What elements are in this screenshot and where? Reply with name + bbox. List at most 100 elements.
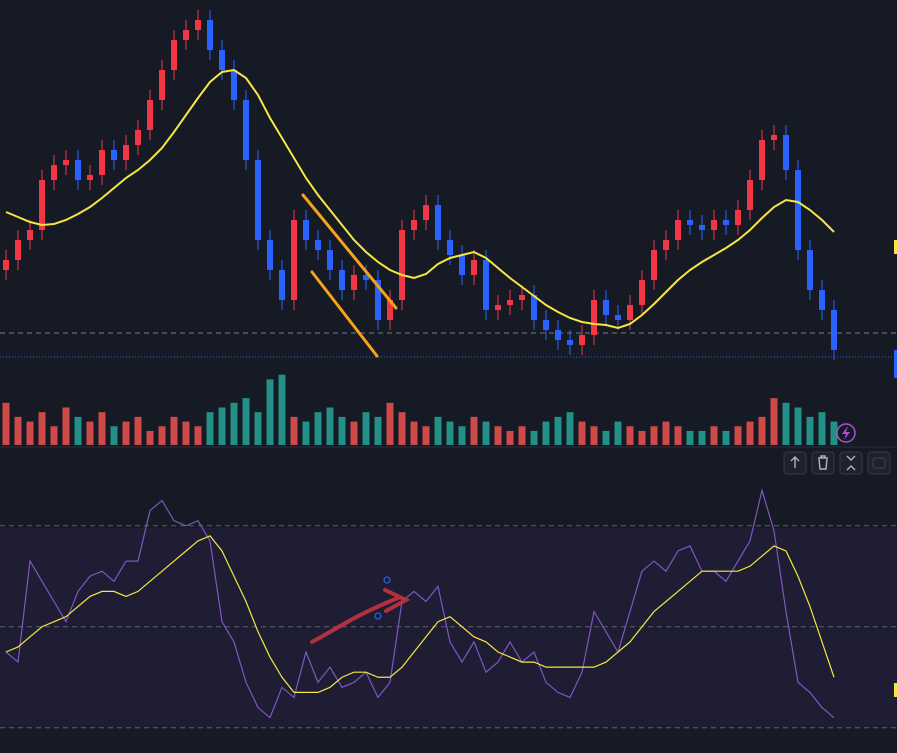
candle-body <box>555 330 561 340</box>
candle-body <box>183 30 189 40</box>
volume-bar <box>698 430 706 445</box>
volume-bar <box>266 379 274 445</box>
rsi-line <box>5 488 835 719</box>
candle-body <box>759 140 765 180</box>
candle-body <box>87 175 93 180</box>
candle-body <box>615 315 621 320</box>
volume-bar <box>746 421 754 445</box>
candle-body <box>627 305 633 320</box>
candle-body <box>831 310 837 350</box>
candle-body <box>603 300 609 315</box>
candle-body <box>675 220 681 240</box>
volume-bar <box>170 416 178 445</box>
volume-bar <box>674 426 682 445</box>
volume-bar <box>230 402 238 445</box>
volume-bar <box>590 426 598 445</box>
volume-bar <box>554 416 562 445</box>
volume-bar <box>314 412 322 445</box>
candle-body <box>399 230 405 300</box>
volume-bar <box>122 421 130 445</box>
plot <box>0 10 897 729</box>
volume-bar <box>362 412 370 445</box>
volume-bar <box>830 421 838 445</box>
candle-body <box>219 50 225 70</box>
volume-bar <box>818 412 826 445</box>
candle-body <box>75 160 81 180</box>
bolt <box>842 426 850 440</box>
rsi-band <box>0 528 897 728</box>
candle-body <box>699 225 705 230</box>
candle-body <box>663 240 669 250</box>
candle-body <box>783 135 789 170</box>
volume-bar <box>434 416 442 445</box>
candle-body <box>447 240 453 255</box>
volume-bar <box>710 426 718 445</box>
handle <box>383 576 391 584</box>
candle-body <box>231 70 237 100</box>
volume-bar <box>158 426 166 445</box>
volume-bar <box>326 407 334 445</box>
volume-bar <box>206 412 214 445</box>
volume-bar <box>98 412 106 445</box>
candle-body <box>327 250 333 270</box>
volume-bar <box>494 426 502 445</box>
candle-body <box>651 250 657 280</box>
icon <box>790 456 800 468</box>
candle-body <box>483 260 489 310</box>
candle-body <box>195 20 201 30</box>
volume-bar <box>470 416 478 445</box>
candle-body <box>459 255 465 275</box>
volume-bar <box>446 421 454 445</box>
volume-bar <box>806 416 814 445</box>
volume-bar <box>242 398 250 445</box>
axis-marker <box>894 240 897 254</box>
volume-bar <box>386 402 394 445</box>
candle-body <box>795 170 801 250</box>
candle-body <box>339 270 345 290</box>
volume-bar <box>506 430 514 445</box>
volume-bar <box>770 398 778 445</box>
volume-bar <box>278 374 286 445</box>
candle-body <box>255 160 261 240</box>
candle-body <box>387 300 393 320</box>
collapse-button[interactable] <box>839 451 863 475</box>
candle-body <box>423 205 429 220</box>
candle-body <box>543 320 549 330</box>
volume-bar <box>302 421 310 445</box>
volume-bar <box>254 412 262 445</box>
move-up-button[interactable] <box>783 451 807 475</box>
candle-body <box>99 150 105 175</box>
volume-bar <box>290 416 298 445</box>
candle-body <box>819 290 825 310</box>
candle-body <box>531 295 537 320</box>
candle-body <box>723 220 729 225</box>
volume-bar <box>782 402 790 445</box>
volume-bar <box>422 426 430 445</box>
volume-bar <box>398 412 406 445</box>
volume-bar <box>542 421 550 445</box>
candle-body <box>147 100 153 130</box>
moving-average <box>5 68 835 330</box>
candle-body <box>135 130 141 145</box>
candle-body <box>435 205 441 240</box>
volume-bar <box>686 430 694 445</box>
volume-bar <box>458 426 466 445</box>
candle-body <box>27 230 33 240</box>
delete-button[interactable] <box>811 451 835 475</box>
candle-body <box>243 100 249 160</box>
maximize-button[interactable] <box>867 451 891 475</box>
handle <box>374 612 382 620</box>
candle-body <box>495 305 501 310</box>
volume-bar <box>578 421 586 445</box>
volume-bar <box>38 412 46 445</box>
volume-bar <box>482 421 490 445</box>
alert-icon[interactable] <box>836 423 856 443</box>
rsi-average <box>5 535 835 693</box>
volume-bar <box>86 421 94 445</box>
candle-body <box>471 260 477 275</box>
volume-bar <box>14 416 22 445</box>
candle-body <box>351 275 357 290</box>
volume-bar <box>650 426 658 445</box>
candle-body <box>507 300 513 305</box>
candle-body <box>735 210 741 225</box>
